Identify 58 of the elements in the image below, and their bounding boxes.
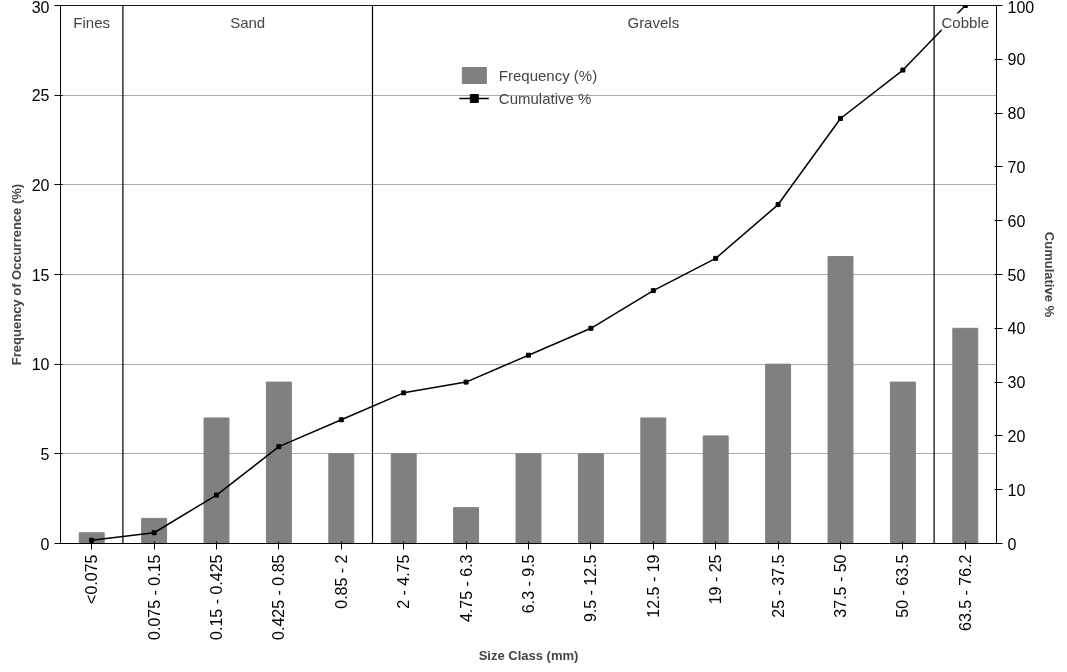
point (775, 202, 781, 208)
point (401, 390, 407, 396)
y2-tick-label: 0 (1007, 535, 1017, 553)
y-tick-label: 15 (31, 266, 50, 284)
y-tick-label: 5 (40, 445, 50, 463)
point (838, 115, 843, 121)
y2-tick-label: 50 (1007, 266, 1026, 284)
x-tick-label: 63.5 - 76.2 (956, 554, 974, 631)
y2-tick-label: 70 (1007, 158, 1026, 176)
x-tick-label: 50 - 63.5 (894, 554, 912, 618)
y2-tick-label: 100 (1007, 0, 1035, 16)
y-tick-label: 25 (31, 87, 50, 105)
x-tick-label: 0.425 - 0.85 (270, 554, 288, 640)
bar (453, 507, 480, 544)
x-tick-label: 19 - 25 (707, 554, 725, 605)
y-tick-label: 20 (31, 176, 50, 194)
point (89, 537, 95, 543)
x-tick-label: 12.5 - 19 (644, 554, 662, 618)
y2-tick-label: 60 (1007, 212, 1026, 230)
y2-tick-label: 30 (1007, 374, 1026, 392)
point (588, 325, 594, 331)
point (276, 444, 282, 450)
y-tick-label: 10 (31, 356, 50, 374)
band-label: Cobble (941, 13, 990, 31)
band-label: Sand (230, 13, 266, 31)
point (214, 492, 219, 498)
y2-axis-title: Cumulative % (1042, 231, 1058, 318)
y-tick-label: 30 (31, 0, 50, 16)
y2-tick-label: 20 (1007, 427, 1026, 445)
x-tick-label: 0.15 - 0.425 (208, 554, 225, 640)
band-label: Fines (73, 13, 111, 31)
x-tick-label: 37.5 - 50 (832, 554, 849, 618)
band-label: Gravels (627, 13, 680, 31)
y2-tick-label: 90 (1007, 51, 1026, 69)
x-tick-label: 0.85 - 2 (332, 554, 350, 609)
x-axis-title: Size Class (mm) (478, 647, 579, 663)
x-tick-label: 4.75 - 6.3 (457, 554, 475, 623)
y2-tick-label: 10 (1007, 481, 1026, 499)
y2-tick-label: 80 (1007, 105, 1026, 123)
x-tick-label: 9.5 - 12.5 (582, 554, 600, 623)
legend-label: Frequency (%) (498, 66, 598, 84)
point (713, 255, 719, 261)
legend-label: Cumulative % (498, 89, 592, 107)
point (151, 530, 157, 536)
x-tick-label: 2 - 4.75 (395, 554, 413, 609)
point (338, 417, 344, 423)
point (463, 379, 469, 385)
y2-tick-label: 40 (1007, 320, 1026, 338)
bar (141, 517, 168, 544)
x-tick-label: 0.075 - 0.15 (145, 554, 163, 640)
x-tick-label: 6.3 - 9.5 (520, 554, 537, 614)
point (900, 67, 906, 73)
point (526, 352, 531, 358)
x-tick-label: <0.075 (83, 554, 101, 604)
point (650, 288, 656, 294)
x-tick-label: 25 - 37.5 (769, 554, 787, 618)
y-tick-label: 0 (40, 535, 50, 553)
y-axis-title: Frequency of Occurrence (%) (8, 183, 24, 366)
